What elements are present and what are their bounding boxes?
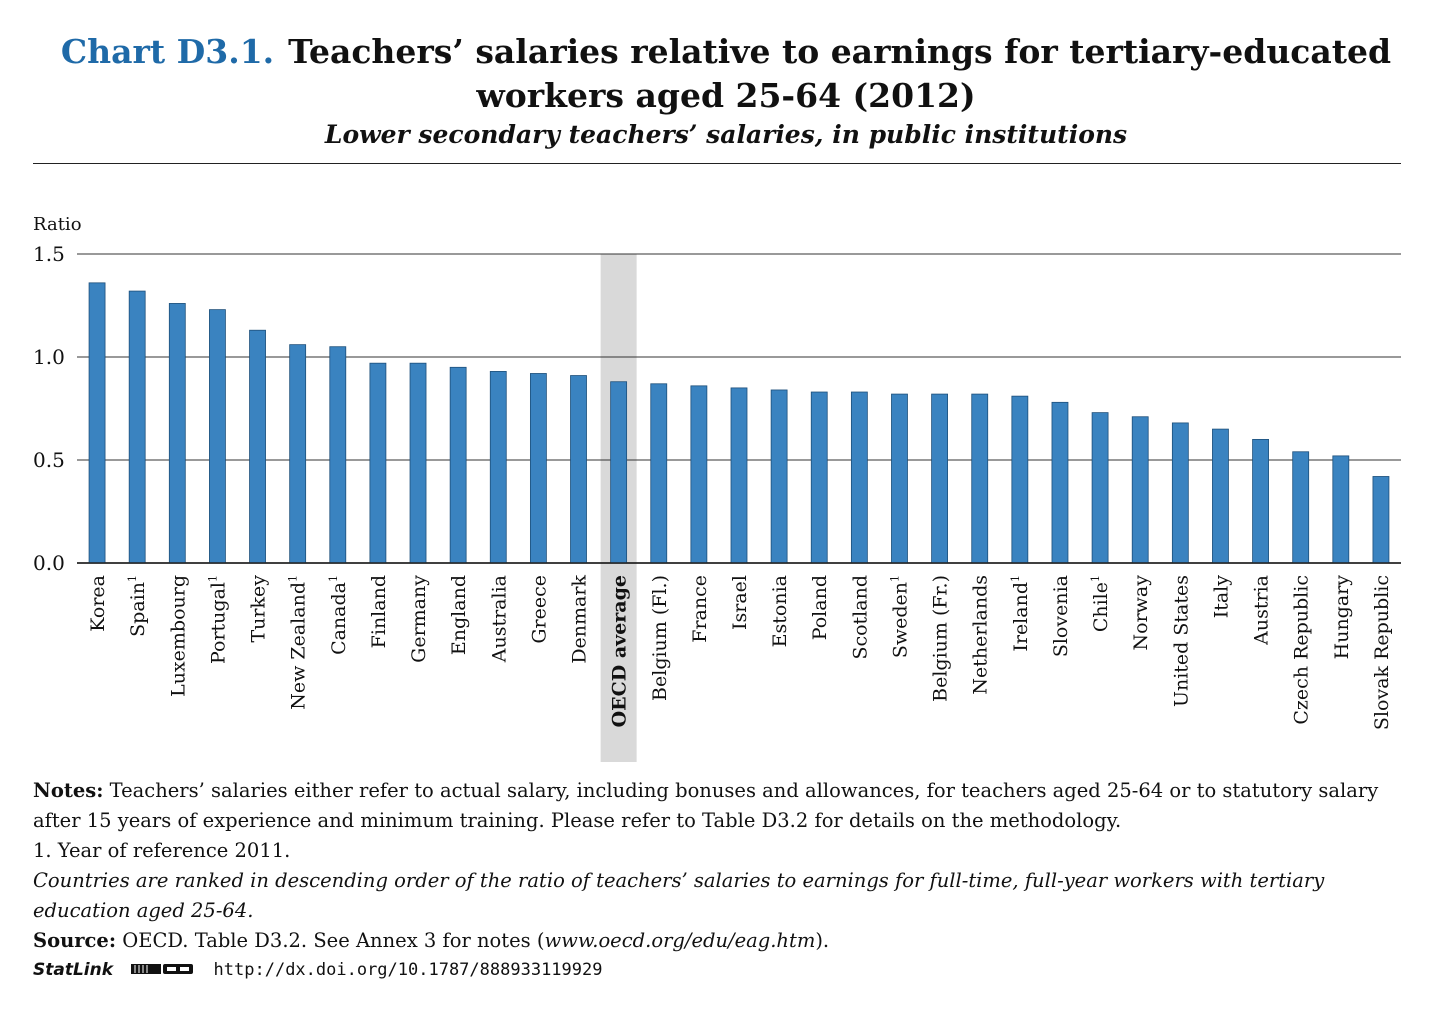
bar <box>1171 422 1189 564</box>
bar <box>1332 455 1350 564</box>
bar <box>730 387 748 564</box>
y-tick-label: 1.5 <box>33 242 65 266</box>
x-tick-label: Chile1 <box>1089 575 1112 632</box>
bar <box>1131 416 1149 564</box>
notes-section: Notes: Teachers’ salaries either refer t… <box>33 776 1401 984</box>
x-tick-label: Slovenia <box>1050 575 1072 657</box>
bar <box>449 366 467 564</box>
bar <box>650 383 668 564</box>
chart-title-block: Chart D3.1. Teachers’ salaries relative t… <box>0 30 1452 149</box>
x-tick-label: Australia <box>488 575 510 663</box>
x-tick-label: Hungary <box>1331 575 1353 660</box>
bar <box>88 282 106 564</box>
chart-subtitle: Lower secondary teachers’ salaries, in p… <box>324 120 1128 149</box>
notes-label: Notes: <box>33 779 104 802</box>
statlink-logo-icon <box>131 963 194 974</box>
notes-text: Teachers’ salaries either refer to actua… <box>33 779 1379 832</box>
x-tick-label: Belgium (Fr.) <box>930 575 952 702</box>
x-tick-label: Israel <box>729 575 751 630</box>
bar <box>1372 476 1390 564</box>
bar <box>1011 395 1029 564</box>
bar <box>1212 428 1229 564</box>
bar <box>409 362 427 564</box>
bar <box>1252 438 1269 564</box>
x-tick-label: Spain1 <box>126 575 149 637</box>
x-tick-label: Greece <box>528 575 550 644</box>
x-tick-label: Norway <box>1130 575 1152 651</box>
bar <box>289 344 307 564</box>
y-tick-label: 1.0 <box>33 345 65 369</box>
x-tick-label: Scotland <box>849 575 871 660</box>
bar <box>249 329 266 564</box>
bar <box>1292 451 1310 564</box>
x-tick-label: New Zealand1 <box>287 575 310 710</box>
x-tick-label: Sweden1 <box>888 575 911 658</box>
title-divider <box>33 163 1401 164</box>
notes-paragraph: Notes: Teachers’ salaries either refer t… <box>33 776 1401 836</box>
bar-chart: Ratio 0.0 0.5 1.0 1.5 Korea Spain1 Luxembourg Po… <box>33 214 1401 762</box>
source-text-post: ). <box>815 929 830 952</box>
chart-number: Chart D3.1. <box>60 32 275 71</box>
bar <box>971 393 989 564</box>
x-tick-label: Italy <box>1210 575 1232 619</box>
x-tick-label: Turkey <box>248 575 270 643</box>
statlink-label: StatLink <box>33 960 114 980</box>
bar <box>209 309 226 564</box>
source-label: Source: <box>33 929 117 952</box>
source-line: Source: OECD. Table D3.2. See Annex 3 fo… <box>33 926 1401 956</box>
x-tick-label: Ireland1 <box>1009 575 1032 652</box>
bar <box>529 373 547 564</box>
y-tick-label: 0.0 <box>33 551 65 575</box>
x-tick-label: England <box>448 575 470 655</box>
x-tick-label: France <box>689 575 711 643</box>
x-tick-label: Korea <box>87 575 109 632</box>
x-tick-label: OECD average <box>609 575 631 727</box>
chart-title-line1: Chart D3.1. Teachers’ salaries relative t… <box>0 30 1452 74</box>
bar <box>931 393 949 564</box>
x-tick-label: Finland <box>368 575 390 648</box>
x-tick-label: United States <box>1170 575 1192 707</box>
x-tick-label: Poland <box>809 575 831 640</box>
y-axis-label: Ratio <box>33 214 82 235</box>
source-text-pre: OECD. Table D3.2. See Annex 3 for notes … <box>116 929 545 952</box>
bar <box>770 389 788 564</box>
chart-title-line2: workers aged 25-64 (2012) <box>476 76 976 115</box>
statlink-row: StatLink http://dx.doi.org/10.1787/88893… <box>33 956 1401 984</box>
x-tick-label: Austria <box>1251 575 1273 646</box>
bar <box>570 375 587 564</box>
bar <box>489 371 507 564</box>
bar <box>690 385 708 564</box>
bar <box>329 346 347 564</box>
chart-title-text: Teachers’ salaries relative to earnings … <box>288 32 1392 71</box>
footnote-1: 1. Year of reference 2011. <box>33 839 291 862</box>
x-tick-label: Denmark <box>569 575 591 664</box>
x-tick-label: Luxembourg <box>167 575 189 697</box>
x-tick-label: Estonia <box>769 575 791 647</box>
x-tick-label: Czech Republic <box>1291 575 1313 725</box>
bar <box>850 391 868 564</box>
x-tick-label: Germany <box>408 575 430 663</box>
bar <box>128 290 146 564</box>
bar <box>891 393 908 564</box>
x-tick-label: Canada1 <box>327 575 350 655</box>
bar <box>369 362 387 564</box>
x-tick-label: Portugal1 <box>206 575 229 664</box>
x-tick-label: Netherlands <box>970 575 992 695</box>
bar <box>610 381 628 564</box>
source-url-link[interactable]: www.oecd.org/edu/eag.htm <box>544 929 816 952</box>
bar <box>1051 401 1069 564</box>
x-tick-label: Belgium (Fl.) <box>649 575 671 701</box>
bar <box>168 303 186 564</box>
bar <box>810 391 828 564</box>
bar <box>1091 412 1109 564</box>
x-tick-label: Slovak Republic <box>1371 575 1393 730</box>
statlink-url-link[interactable]: http://dx.doi.org/10.1787/888933119929 <box>213 960 603 980</box>
ranking-note: Countries are ranked in descending order… <box>33 869 1325 922</box>
y-tick-label: 0.5 <box>33 448 65 472</box>
